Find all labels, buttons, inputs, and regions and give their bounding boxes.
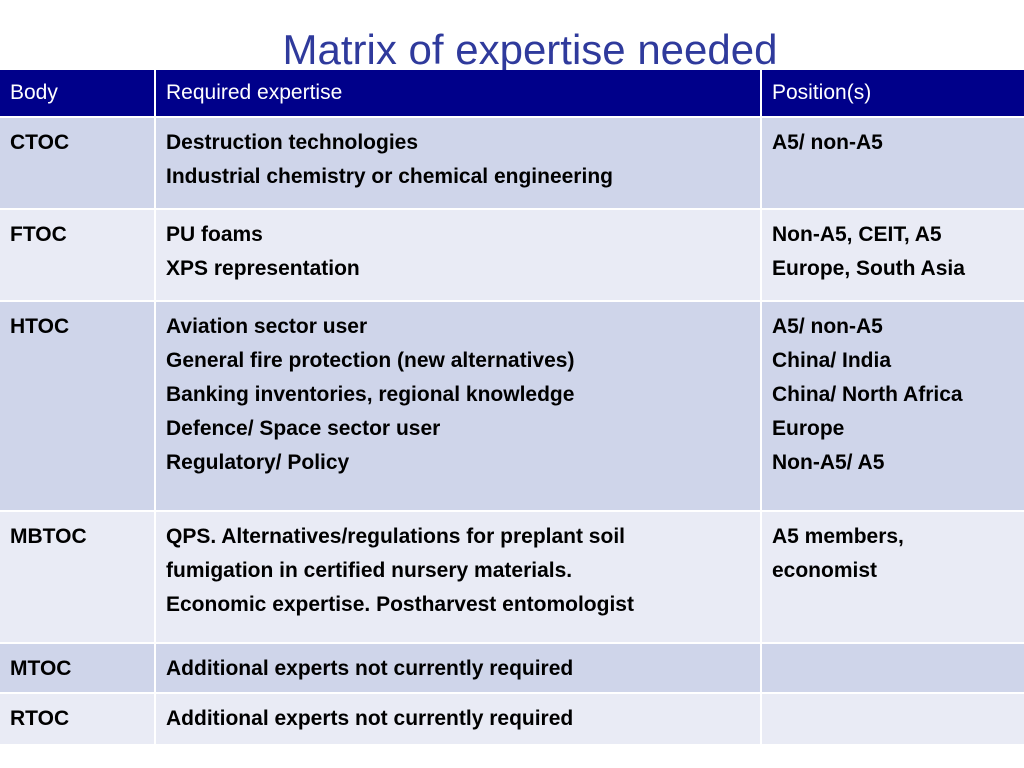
cell-line: Defence/ Space sector user bbox=[166, 417, 441, 440]
cell-line: China/ India bbox=[772, 349, 892, 372]
table-cell: RTOC bbox=[0, 694, 156, 744]
table-cell: CTOC bbox=[0, 118, 156, 208]
cell-line: Economic expertise. Postharvest entomolo… bbox=[166, 593, 634, 616]
cell-line: Europe bbox=[772, 417, 845, 440]
cell-line: Non-A5/ A5 bbox=[772, 451, 885, 474]
cell-line: Aviation sector user bbox=[166, 315, 368, 338]
table-row: MTOC Additional experts not currently req… bbox=[0, 644, 1024, 694]
table-cell: Additional experts not currently require… bbox=[156, 694, 762, 744]
header-cell: Body bbox=[0, 70, 156, 116]
table-cell: MBTOC bbox=[0, 512, 156, 642]
cell-line: A5/ non-A5 bbox=[772, 131, 883, 154]
table-cell: QPS. Alternatives/regulations for prepla… bbox=[156, 512, 762, 642]
slide-title: Matrix of expertise needed bbox=[282, 26, 778, 73]
cell-line: General fire protection (new alternative… bbox=[166, 349, 575, 372]
table-row: HTOC Aviation sector user General fire pro… bbox=[0, 302, 1024, 512]
expertise-table: Body Required expertise Position(s) CTOC Des… bbox=[0, 70, 1024, 746]
cell-line: Non-A5, CEIT, A5 bbox=[772, 223, 942, 246]
table-row: RTOC Additional experts not currently req… bbox=[0, 694, 1024, 746]
cell-line: Additional experts not currently require… bbox=[166, 657, 574, 680]
cell-line: Banking inventories, regional knowledge bbox=[166, 383, 575, 406]
cell-line: Industrial chemistry or chemical enginee… bbox=[166, 165, 613, 188]
cell-line: A5/ non-A5 bbox=[772, 315, 883, 338]
header-row: Body Required expertise Position(s) bbox=[0, 70, 1024, 118]
cell-line: economist bbox=[772, 559, 878, 582]
table-cell: A5/ non-A5 bbox=[762, 118, 1024, 208]
cell-line: Europe, South Asia bbox=[772, 257, 965, 280]
table-cell bbox=[762, 694, 1024, 744]
header-cell: Position(s) bbox=[772, 81, 872, 104]
table-row: FTOC PU foams XPS representation Non-A5, CE… bbox=[0, 210, 1024, 302]
cell-line: Destruction technologies bbox=[166, 131, 419, 154]
table-cell: Non-A5, CEIT, A5 Europe, South Asia bbox=[762, 210, 1024, 300]
table-cell: A5/ non-A5 China/ India China/ North Afric… bbox=[762, 302, 1024, 510]
cell-line: fumigation in certified nursery material… bbox=[166, 559, 573, 582]
table-cell: HTOC bbox=[0, 302, 156, 510]
cell-line: Additional experts not currently require… bbox=[166, 707, 574, 730]
table-row: MBTOC QPS. Alternatives/regulations for p… bbox=[0, 512, 1024, 644]
table-cell: A5 members, economist bbox=[762, 512, 1024, 642]
table-cell: MTOC bbox=[0, 644, 156, 692]
cell-line: A5 members, bbox=[772, 525, 904, 548]
table-cell: Aviation sector user General fire protect… bbox=[156, 302, 762, 510]
cell-line: PU foams bbox=[166, 223, 263, 246]
cell-line: Regulatory/ Policy bbox=[166, 451, 350, 474]
table-cell bbox=[762, 644, 1024, 692]
cell-line: QPS. Alternatives/regulations for prepla… bbox=[166, 525, 625, 548]
header-cell: Required expertise bbox=[156, 70, 762, 116]
cell-line: China/ North Africa bbox=[772, 383, 963, 406]
table-row: CTOC Destruction technologies Industrial c… bbox=[0, 118, 1024, 210]
table-cell: FTOC bbox=[0, 210, 156, 300]
table-cell: PU foams XPS representation bbox=[156, 210, 762, 300]
table-cell: Additional experts not currently require… bbox=[156, 644, 762, 692]
table-cell: Destruction technologies Industrial chemi… bbox=[156, 118, 762, 208]
cell-line: XPS representation bbox=[166, 257, 360, 280]
